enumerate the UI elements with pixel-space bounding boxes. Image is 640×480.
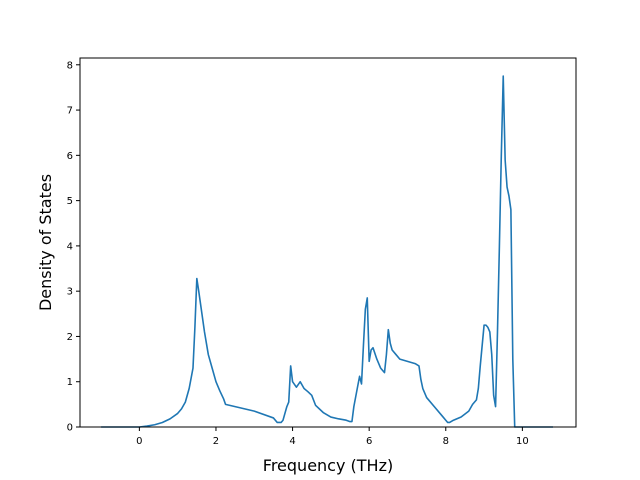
series-line-dos [101, 75, 554, 428]
y-tick-label: 7 [67, 106, 73, 117]
y-tick-label: 3 [67, 287, 73, 298]
x-tick-label: 0 [136, 436, 142, 447]
y-axis-ticks: 0 1 2 3 4 5 6 7 8 [67, 60, 80, 434]
y-tick-label: 0 [67, 423, 73, 434]
y-tick-label: 2 [67, 332, 73, 343]
axes-frame [79, 57, 577, 428]
x-tick-label: 10 [516, 436, 529, 447]
x-axis-ticks: 0 2 4 6 8 10 [136, 427, 529, 447]
y-tick-label: 8 [67, 60, 73, 71]
x-tick-label: 4 [289, 436, 295, 447]
y-axis-label: Density of States [36, 174, 55, 311]
x-tick-label: 2 [213, 436, 219, 447]
x-tick-label: 6 [366, 436, 372, 447]
x-axis-label: Frequency (THz) [263, 456, 393, 475]
y-tick-label: 5 [67, 196, 73, 207]
y-tick-label: 1 [67, 377, 73, 388]
y-tick-label: 6 [67, 151, 73, 162]
y-tick-label: 4 [67, 241, 73, 252]
x-tick-label: 8 [443, 436, 449, 447]
